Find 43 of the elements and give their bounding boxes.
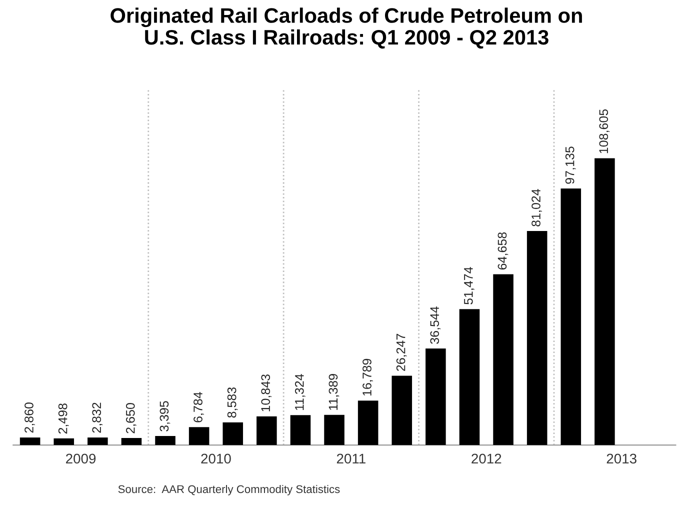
data-label: 2,860 (24, 402, 35, 433)
bar (426, 348, 446, 446)
data-label: 64,658 (498, 232, 508, 270)
data-label: 16,789 (362, 358, 373, 396)
x-tick-label: 2013 (606, 454, 636, 464)
source-note: Source: AAR Quarterly Commodity Statistics (118, 484, 340, 496)
bar (324, 414, 344, 446)
bar (20, 437, 40, 446)
data-label: 97,135 (565, 146, 576, 184)
bar (290, 415, 311, 446)
data-label: 81,024 (532, 189, 542, 226)
data-label: 8,583 (227, 387, 238, 418)
bar (121, 438, 142, 446)
data-label: 6,784 (194, 392, 204, 422)
bar (222, 422, 244, 446)
bar (594, 158, 615, 446)
data-label: 11,324 (294, 374, 306, 410)
bar (256, 416, 277, 446)
bar (526, 231, 548, 446)
bar (493, 274, 514, 446)
data-label: 26,247 (396, 334, 407, 371)
chart-title: Originated Rail Carloads of Crude Petroleum on U.S. Class I Railroads: Q1 2009 - Q2 2013 (110, 8, 582, 49)
bar (459, 309, 480, 446)
data-label: 36,544 (430, 306, 441, 344)
data-label: 10,843 (261, 374, 272, 412)
data-label: 2,832 (92, 402, 103, 433)
x-tick-label: 2012 (472, 454, 502, 464)
data-label: 51,474 (464, 267, 474, 304)
x-tick-label: 2011 (336, 454, 366, 464)
data-label: 108,605 (599, 109, 610, 154)
bar (560, 188, 582, 446)
bar (358, 400, 378, 446)
bar (54, 438, 74, 446)
x-tick-label: 2009 (66, 454, 96, 464)
data-label: 11,389 (328, 374, 340, 410)
data-label: 3,395 (160, 401, 170, 432)
data-label: 2,498 (58, 404, 69, 434)
bar (155, 436, 176, 446)
bar (188, 427, 210, 446)
data-label: 2,650 (126, 403, 136, 434)
x-tick-label: 2010 (201, 454, 231, 464)
bar (88, 438, 108, 446)
bar (392, 376, 412, 446)
